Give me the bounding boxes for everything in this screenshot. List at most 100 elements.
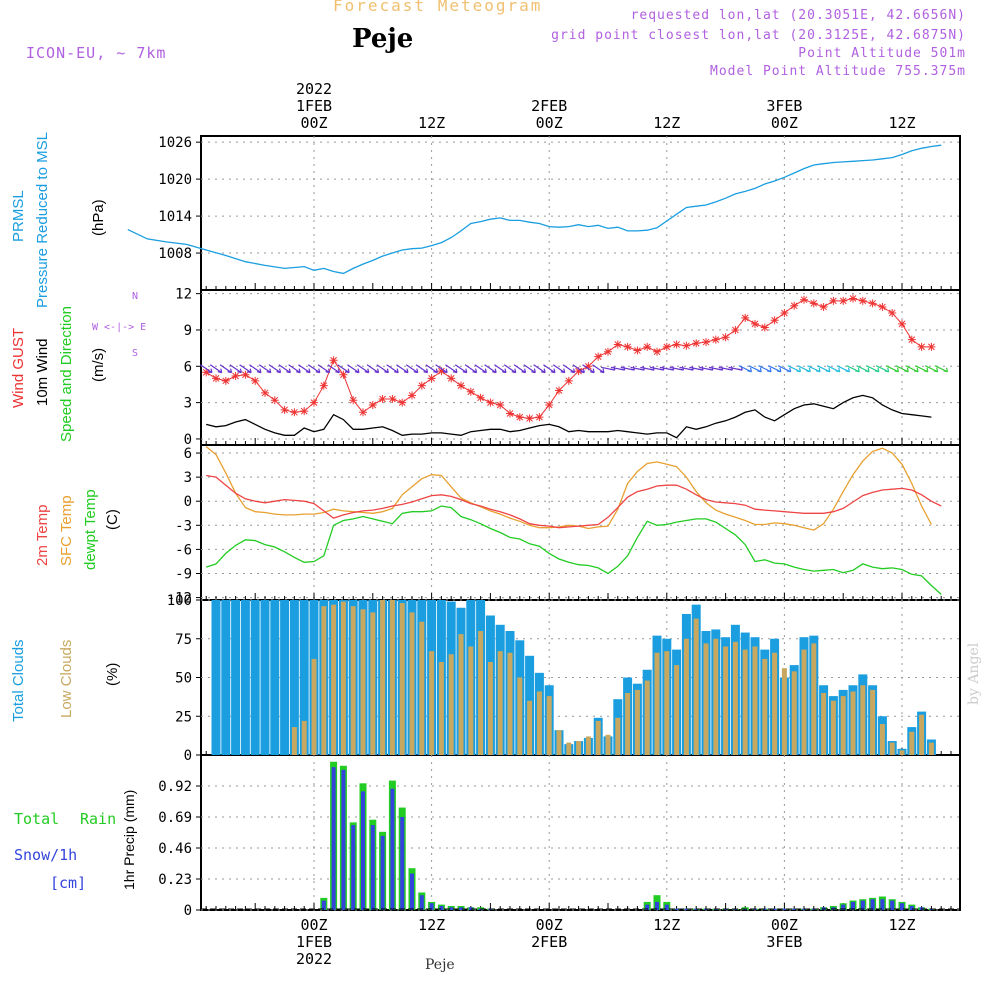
low-cloud-bar [664,651,670,755]
panel-3: -12 -9 -6 -3 0 3 6 [167,444,961,607]
top-time-label: 00Z [771,114,798,132]
snow-bar [361,791,365,910]
gust-point [682,341,691,350]
snow-bar [370,825,375,910]
wind-arrow [885,365,900,373]
snow-bar [321,900,326,910]
low-cloud-bar [723,646,729,755]
model-altitude: Model Point Altitude 755.375m [710,64,966,79]
wind-arrow [817,365,831,373]
gust-point [476,393,485,402]
gust-point [300,407,309,416]
low-cloud-bar [644,680,650,755]
low-cloud-bar [350,606,356,755]
low-cloud-bar [909,731,915,755]
snow-bar [674,908,679,910]
wind-arrow [209,364,223,374]
low-cloud-bar [487,662,493,755]
wind-arrow [523,364,536,374]
low-cloud-bar [340,601,346,755]
y-tick-label: -3 [175,518,192,534]
gust-point [731,325,740,334]
pressure-line [127,144,942,275]
gust-point [858,296,867,305]
bottom-time-label: 00Z [300,916,327,934]
gust-point [692,339,701,348]
low-cloud-bar [811,643,817,755]
y-tick-label: -9 [175,566,192,582]
top-time-label: 1FEB [296,97,332,115]
gust-point [643,342,652,351]
low-cloud-bar [370,612,376,755]
wind-arrow [552,364,566,374]
gust-point [702,338,710,347]
top-time-label: 00Z [300,114,327,132]
gust-point [917,342,926,351]
low-cloud-bar [585,736,591,755]
snow-unit: [cm] [50,874,87,892]
gust-point [525,414,534,423]
gust-point [457,381,465,390]
gust-point [545,401,554,410]
gust-point [202,368,211,377]
wind-arrow [807,365,821,373]
low-cloud-bar [517,677,523,755]
wind-arrow [425,364,438,374]
y-tick-label: 6 [184,359,192,375]
panel-frame [200,289,961,446]
low-cloud-bar [409,612,415,755]
wind-arrow [582,364,595,374]
low-cloud-bar [889,742,895,755]
y-tick-label: 9 [184,323,192,339]
y-tick-label: 25 [175,709,192,725]
snow-bar [449,907,454,910]
low-cloud-bar [419,621,425,755]
bottom-time-label: 00Z [771,916,798,934]
wind-arrow [435,364,448,374]
low-cloud-bar [556,730,562,755]
total-cloud-bar [211,600,221,755]
gust-point [604,347,612,356]
wind-arrow [562,364,576,374]
low-cloud-bar [919,714,925,755]
low-cloud-bar [732,641,738,755]
wind-arrow [249,364,262,374]
snow-bar [909,905,914,910]
wind-arrow [337,364,350,374]
gust-point [574,367,583,376]
snow-bar [900,903,904,910]
low-cloud-bar [301,720,307,755]
snow-label: Snow/1h [14,846,78,864]
gust-point [378,394,387,403]
y-tick-label: 0.46 [158,841,192,857]
wind-compass: N W <-|-> E S [92,291,146,359]
low-cloud-bar [527,700,533,755]
gust-point [623,342,632,351]
rain-label: Rain [80,810,117,828]
bottom-time-label: 2FEB [531,933,567,951]
bottom-time-label: 12Z [888,916,915,934]
gust-point [212,374,220,383]
top-time-label: 2022 [296,80,332,98]
snow-bar [782,908,787,910]
gust-point [506,409,514,418]
y-tick-label: 1026 [158,135,192,151]
snow-bar [772,908,777,910]
y-tick-label: 0.23 [158,872,192,888]
snow-bar [890,900,895,910]
panel-1: 1008 1014 1020 1026 [158,135,961,291]
wind-arrow [846,365,860,373]
low-cloud-bar [634,689,640,755]
wind-arrow [738,365,753,373]
gust-point [613,340,622,349]
total-cloud-bar [240,600,250,755]
low-cloud-bar [879,724,885,755]
snow-bar [841,904,846,910]
low-cloud-bar [595,720,601,755]
low-cloud-bar [458,634,464,755]
gust-point [760,323,769,332]
bottom-time-label: 12Z [653,916,680,934]
y-tick-label: 3 [184,470,192,486]
low-cloud-bar [801,649,807,755]
